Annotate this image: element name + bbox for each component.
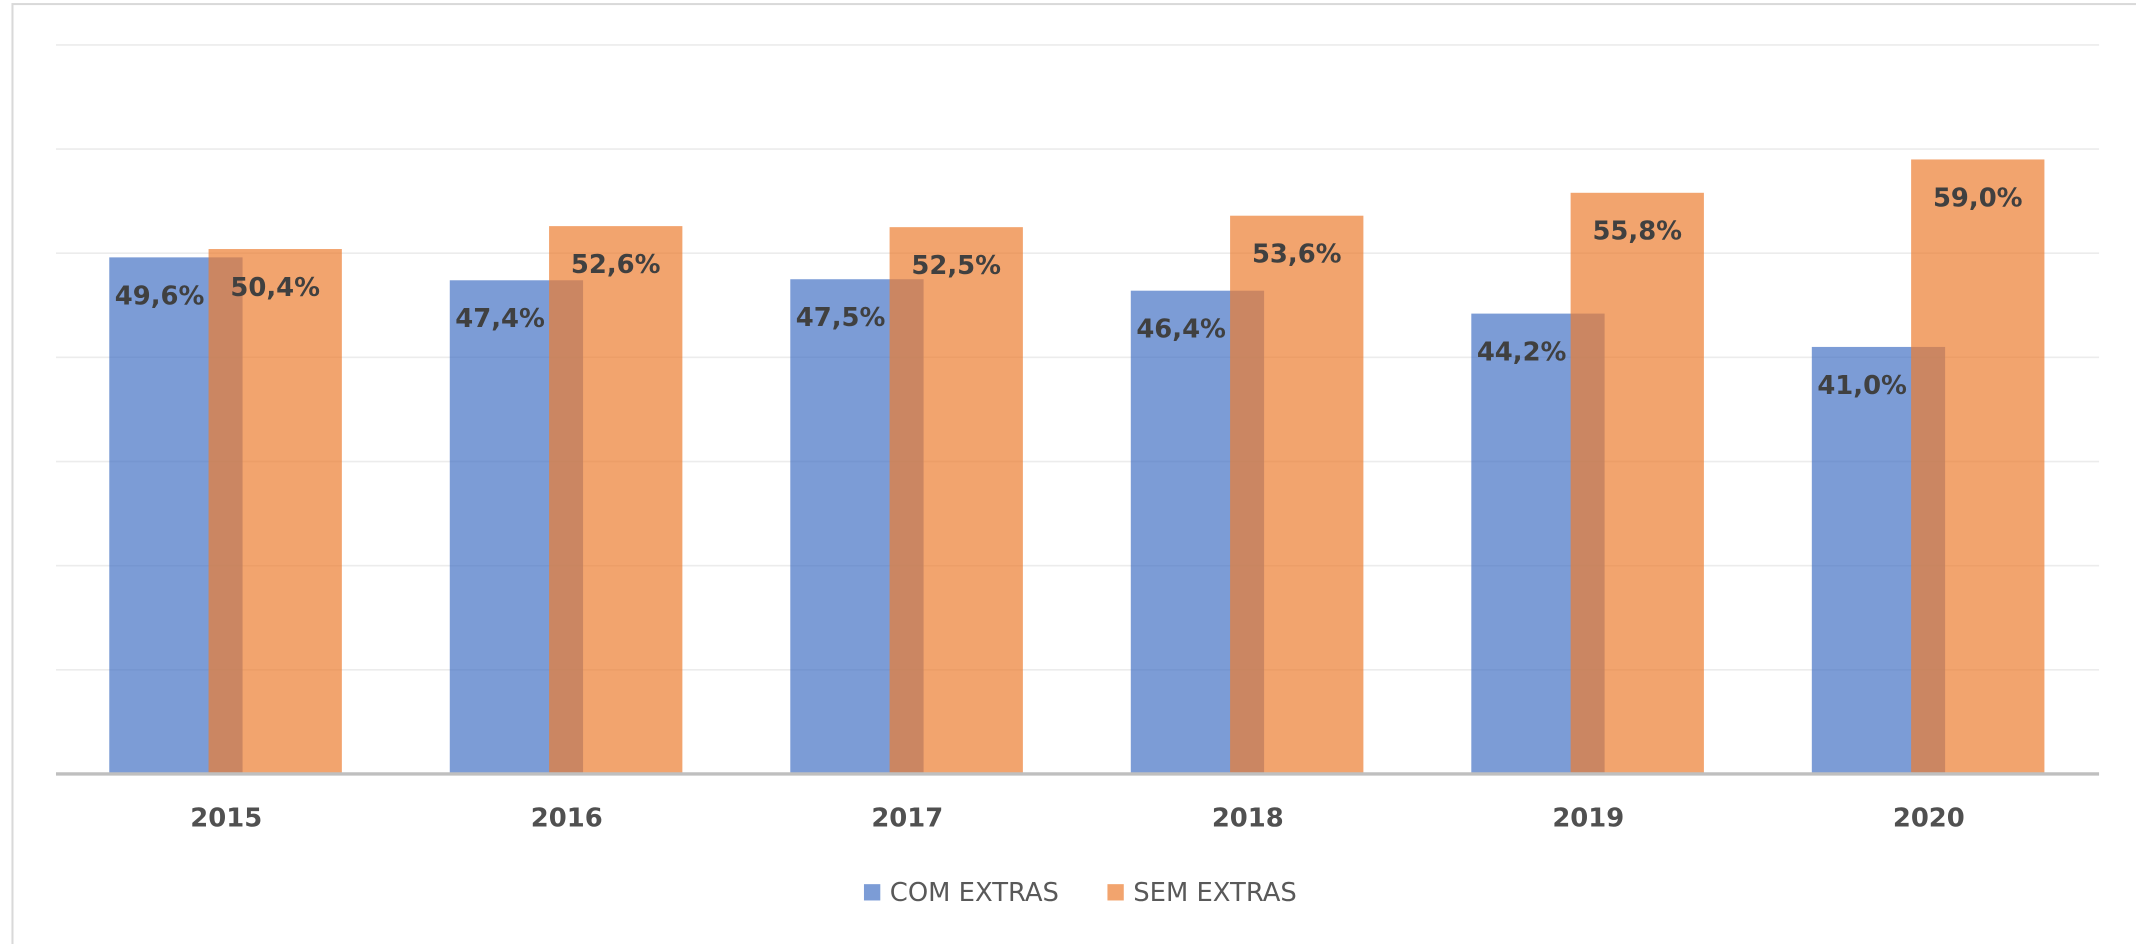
legend-swatch	[1107, 884, 1124, 901]
chart-frame	[11, 3, 2136, 944]
data-label: 46,4%	[1136, 315, 1226, 345]
x-tick-label: 2016	[531, 803, 603, 833]
bar	[1230, 215, 1364, 774]
bar	[1911, 159, 2045, 774]
bar	[549, 226, 683, 774]
bar	[889, 227, 1023, 774]
data-label: 49,6%	[115, 281, 205, 311]
data-label: 55,8%	[1592, 217, 1682, 247]
x-tick-label: 2015	[190, 803, 262, 833]
data-label: 41,0%	[1817, 371, 1907, 401]
data-label: 59,0%	[1933, 183, 2023, 213]
data-label: 44,2%	[1477, 338, 1567, 368]
bar	[1570, 192, 1704, 774]
data-label: 50,4%	[230, 273, 320, 303]
legend-swatch	[863, 884, 881, 901]
legend-label: SEM EXTRAS	[1133, 878, 1297, 908]
data-label: 53,6%	[1252, 240, 1342, 270]
data-label: 47,4%	[455, 304, 545, 334]
data-label: 52,6%	[571, 250, 661, 280]
data-label: 47,5%	[796, 303, 886, 333]
legend-label: COM EXTRAS	[890, 878, 1059, 908]
bar	[208, 249, 342, 774]
x-tick-label: 2019	[1552, 803, 1624, 833]
x-tick-label: 2018	[1212, 803, 1284, 833]
data-label: 52,5%	[911, 251, 1001, 281]
x-tick-label: 2020	[1893, 803, 1965, 833]
x-tick-label: 2017	[871, 803, 943, 833]
